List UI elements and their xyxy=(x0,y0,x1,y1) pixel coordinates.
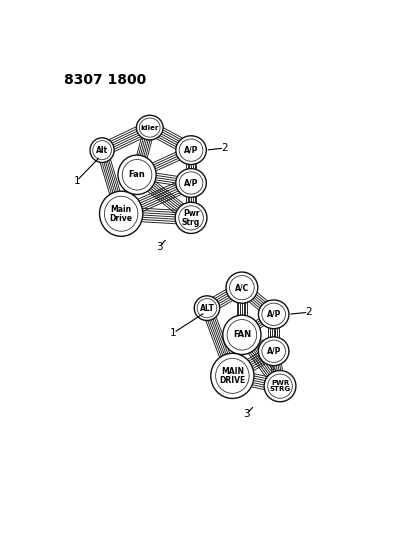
Ellipse shape xyxy=(258,337,288,366)
Text: A/P: A/P xyxy=(266,310,280,319)
Ellipse shape xyxy=(225,272,257,303)
Text: PWR
STRG: PWR STRG xyxy=(269,380,290,392)
Ellipse shape xyxy=(175,202,207,233)
Ellipse shape xyxy=(99,191,142,236)
Text: Main
Drive: Main Drive xyxy=(109,205,133,223)
Text: 1: 1 xyxy=(170,328,176,338)
Ellipse shape xyxy=(222,315,260,354)
Ellipse shape xyxy=(175,136,206,165)
Text: 3: 3 xyxy=(155,241,162,252)
Text: 1: 1 xyxy=(73,176,80,186)
Ellipse shape xyxy=(118,155,156,195)
Ellipse shape xyxy=(90,138,114,163)
Text: Pwr
Strg: Pwr Strg xyxy=(182,209,200,227)
Text: 2: 2 xyxy=(220,143,227,153)
Text: A/P: A/P xyxy=(183,179,198,188)
Text: MAIN
DRIVE: MAIN DRIVE xyxy=(219,367,245,385)
Text: A/P: A/P xyxy=(183,146,198,155)
Text: 3: 3 xyxy=(243,409,249,418)
Text: ALT: ALT xyxy=(199,304,214,313)
Ellipse shape xyxy=(175,168,206,197)
Text: A/P: A/P xyxy=(266,347,280,356)
Ellipse shape xyxy=(210,353,253,399)
Text: Idler: Idler xyxy=(140,125,159,131)
Text: Fan: Fan xyxy=(128,170,145,179)
Text: Alt: Alt xyxy=(96,146,108,155)
Ellipse shape xyxy=(194,296,219,320)
Ellipse shape xyxy=(136,115,163,140)
Text: FAN: FAN xyxy=(232,330,250,340)
Text: 8307 1800: 8307 1800 xyxy=(64,73,146,87)
Ellipse shape xyxy=(263,370,295,402)
Text: 2: 2 xyxy=(305,307,311,317)
Text: A/C: A/C xyxy=(234,283,248,292)
Ellipse shape xyxy=(258,300,288,329)
